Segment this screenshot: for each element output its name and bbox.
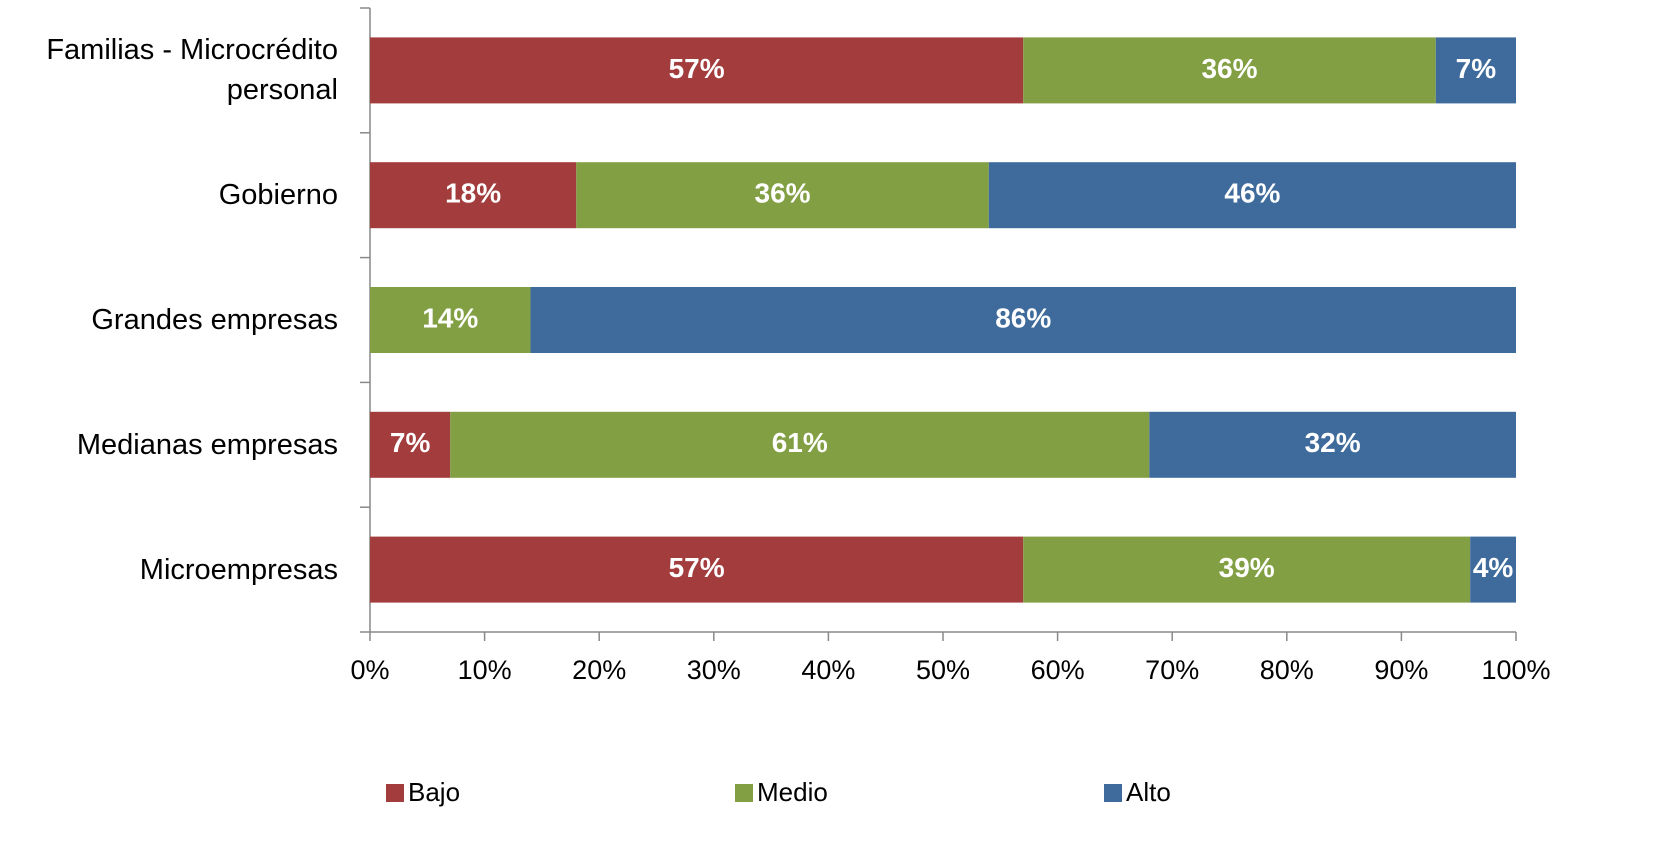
bar-segment <box>1023 37 1436 104</box>
legend-label: Alto <box>1126 777 1171 807</box>
data-label: 7% <box>1456 53 1497 84</box>
bar-segment <box>1470 536 1516 603</box>
legend-swatch <box>1104 784 1122 802</box>
x-tick-label: 50% <box>916 655 970 685</box>
data-label: 57% <box>669 552 725 583</box>
data-label: 61% <box>772 427 828 458</box>
data-label: 18% <box>445 178 501 209</box>
x-tick-label: 70% <box>1145 655 1199 685</box>
x-tick-label: 40% <box>801 655 855 685</box>
x-tick-label: 90% <box>1374 655 1428 685</box>
x-tick-label: 30% <box>687 655 741 685</box>
legend-swatch <box>386 784 404 802</box>
data-label: 32% <box>1305 427 1361 458</box>
bar-segment <box>988 162 1516 229</box>
bar-segment <box>1023 536 1471 603</box>
y-tick-label: Familias - Microcrédito personal <box>46 34 338 107</box>
bar-segment <box>450 411 1150 478</box>
bar-segment <box>530 287 1516 353</box>
data-label: 14% <box>422 302 478 333</box>
data-label: 36% <box>1201 53 1257 84</box>
x-tick-label: 0% <box>350 655 389 685</box>
legend-label: Medio <box>757 777 828 807</box>
legend-swatch <box>735 784 753 802</box>
bar-segment <box>1435 37 1516 104</box>
data-label: 46% <box>1224 178 1280 209</box>
data-label: 39% <box>1219 552 1275 583</box>
y-tick-label: Gobierno <box>218 179 338 212</box>
bar-segment <box>1149 411 1516 478</box>
x-tick-label: 20% <box>572 655 626 685</box>
bar-segment <box>370 287 531 353</box>
data-label: 86% <box>995 302 1051 333</box>
data-label: 7% <box>390 427 431 458</box>
bar-segment <box>370 37 1024 104</box>
x-tick-label: 80% <box>1260 655 1314 685</box>
legend-label: Bajo <box>408 777 460 807</box>
bar-segment <box>370 536 1024 603</box>
y-tick-label: Medianas empresas <box>76 428 338 461</box>
y-tick-label: Grandes empresas <box>91 304 338 336</box>
bar-segment <box>576 162 989 229</box>
x-tick-label: 60% <box>1031 655 1085 685</box>
x-tick-label: 10% <box>458 655 512 685</box>
data-label: 36% <box>755 178 811 209</box>
y-tick-label: Microempresas <box>139 553 338 586</box>
bar-segment <box>370 162 577 229</box>
data-label: 4% <box>1473 552 1514 583</box>
x-tick-label: 100% <box>1481 655 1550 685</box>
bar-segment <box>370 411 451 478</box>
data-label: 57% <box>669 53 725 84</box>
